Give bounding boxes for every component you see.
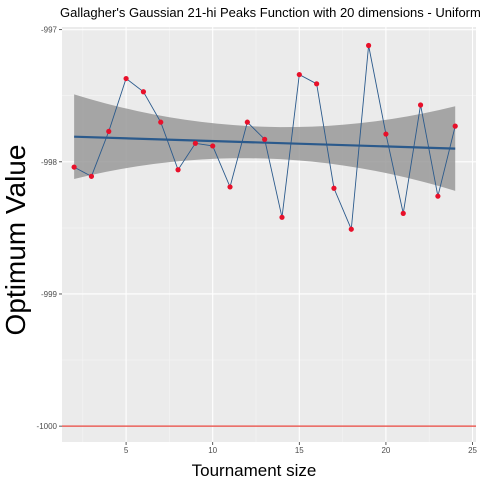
data-point (452, 123, 458, 129)
x-tick-label: 5 (124, 446, 129, 455)
data-point (348, 226, 354, 232)
x-tick-label: 20 (381, 446, 390, 455)
data-point (123, 75, 129, 82)
data-point (417, 102, 424, 108)
data-point (210, 143, 216, 149)
data-points (71, 42, 458, 232)
data-point (279, 214, 285, 220)
y-tick-label: -997 (41, 26, 58, 35)
data-point (192, 140, 198, 146)
plot-panel (62, 27, 476, 442)
data-point (331, 185, 337, 191)
data-point (88, 173, 95, 179)
y-axis-ticks: -1000 -999 -998 -997 (37, 26, 62, 431)
y-axis-label: Optimum Value (0, 145, 31, 336)
data-point (227, 184, 233, 190)
data-point (175, 167, 181, 173)
data-point (383, 131, 389, 137)
data-point (435, 193, 441, 199)
x-axis-label: Tournament size (192, 461, 317, 480)
data-point (296, 71, 302, 78)
x-tick-label: 15 (295, 446, 304, 455)
data-point (158, 119, 164, 125)
x-axis-ticks: 5 10 15 20 25 (124, 442, 478, 455)
trend-line (74, 135, 456, 150)
data-point (106, 128, 112, 135)
y-tick-label: -999 (41, 290, 58, 299)
data-point (244, 119, 250, 125)
data-point (400, 210, 406, 216)
data-point (262, 136, 268, 142)
y-tick-label: -1000 (37, 422, 58, 431)
data-point (314, 81, 320, 87)
x-tick-label: 25 (468, 446, 477, 455)
minor-gridlines (62, 27, 476, 442)
chart-title: Gallagher's Gaussian 21-hi Peaks Functio… (60, 5, 480, 20)
y-tick-label: -998 (41, 158, 58, 167)
data-point (71, 164, 77, 170)
data-point (366, 42, 372, 49)
data-point (140, 89, 147, 95)
x-tick-label: 10 (208, 446, 217, 455)
